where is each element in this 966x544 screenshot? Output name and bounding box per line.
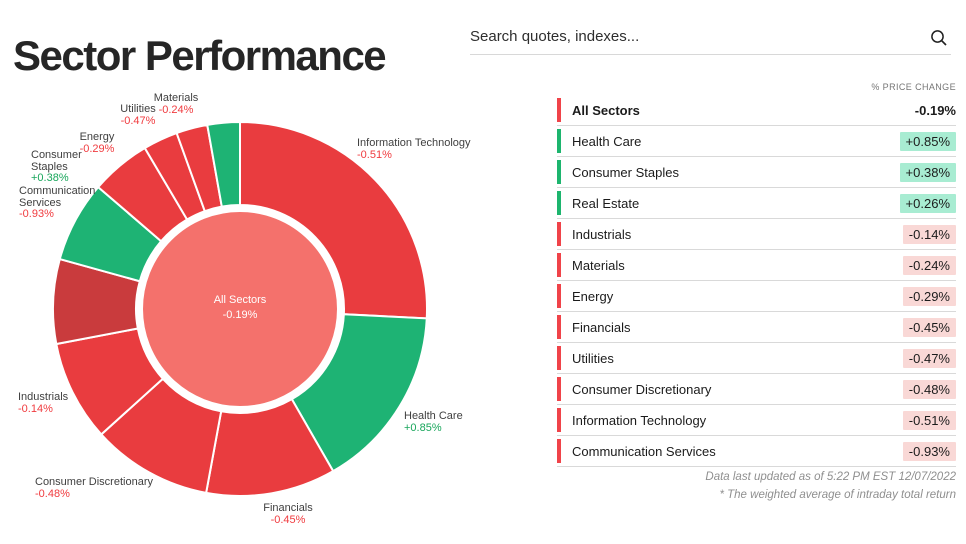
price-change-value: -0.29% [902, 286, 956, 306]
slice-real-estate[interactable] [206, 120, 241, 208]
chart-label-utilities: Utilities -0.47% [110, 103, 166, 127]
sector-name: Real Estate [572, 195, 640, 211]
chart-label-name: Utilities [120, 103, 156, 115]
chart-label-name: Information Technology [357, 137, 471, 149]
table-row-consumer-staples[interactable]: Consumer Staples +0.38% [557, 157, 956, 188]
chart-label-value: +0.38% [31, 172, 69, 184]
chart-label-consumer-staples: Consumer Staples +0.38% [31, 149, 111, 185]
chart-label-name: Communication [19, 185, 96, 197]
slice-information-technology[interactable] [239, 120, 428, 320]
chart-label-value: -0.24% [158, 103, 194, 116]
chart-label-health-care: Health Care +0.85% [404, 410, 514, 434]
chart-label-name: Consumer Discretionary [35, 476, 153, 488]
change-direction-bar [557, 439, 561, 463]
change-direction-bar [557, 284, 561, 308]
chart-label-name: Industrials [18, 391, 69, 403]
chart-label-information-technology: Information Technology -0.51% [357, 137, 497, 161]
search-bar [470, 26, 951, 56]
sector-name: Health Care [572, 133, 642, 149]
price-change-value: +0.85% [899, 131, 956, 151]
price-change-value: -0.51% [902, 410, 956, 430]
sector-name: Energy [572, 288, 614, 304]
chart-label-value: +0.85% [404, 421, 442, 434]
chart-label-materials: Materials -0.24% [146, 92, 206, 116]
chart-label-industrials: Industrials -0.14% [18, 391, 108, 415]
sector-name: Consumer Discretionary [572, 381, 712, 397]
sector-name: Utilities [572, 350, 614, 366]
sector-name: Materials [572, 257, 625, 273]
price-change-value: -0.24% [902, 255, 956, 275]
price-change-value: -0.47% [902, 348, 956, 368]
table-row-materials[interactable]: Materials -0.24% [557, 250, 956, 281]
chart-label-value: -0.51% [357, 148, 392, 161]
chart-label-name: Staples [31, 160, 68, 173]
change-direction-bar [557, 160, 561, 184]
sector-name: Consumer Staples [572, 164, 679, 180]
change-direction-bar [557, 408, 561, 432]
table-column-header: % PRICE CHANGE [871, 82, 956, 92]
price-change-value: +0.38% [899, 162, 956, 182]
price-change-value: +0.26% [899, 193, 956, 213]
sector-name: All Sectors [572, 102, 640, 118]
donut-hub[interactable] [141, 210, 339, 408]
table-row-consumer-discretionary[interactable]: Consumer Discretionary -0.48% [557, 374, 956, 405]
donut-svg [52, 120, 428, 497]
change-direction-bar [557, 253, 561, 277]
sector-donut-chart: All Sectors -0.19% Information Technolog… [0, 85, 530, 544]
page-title: Sector Performance [13, 32, 387, 80]
table-row-energy[interactable]: Energy -0.29% [557, 281, 956, 312]
chart-label-value: -0.29% [79, 142, 115, 155]
table-rows: All Sectors -0.19% Health Care +0.85% Consum… [557, 95, 956, 467]
chart-label-name: Consumer [31, 149, 82, 161]
change-direction-bar [557, 377, 561, 401]
footnotes: Data last updated as of 5:22 PM EST 12/0… [557, 469, 956, 504]
price-change-value: -0.45% [902, 317, 956, 337]
table-row-communication-services[interactable]: Communication Services -0.93% [557, 436, 956, 467]
chart-label-name: Services [19, 196, 62, 209]
chart-label-value: -0.93% [19, 208, 54, 220]
table-row-financials[interactable]: Financials -0.45% [557, 312, 956, 343]
change-direction-bar [557, 129, 561, 153]
chart-label-value: -0.47% [120, 114, 156, 127]
change-direction-bar [557, 315, 561, 339]
table-row-real-estate[interactable]: Real Estate +0.26% [557, 188, 956, 219]
table-row-industrials[interactable]: Industrials -0.14% [557, 219, 956, 250]
search-input[interactable] [470, 26, 951, 55]
chart-label-value: -0.45% [270, 513, 306, 526]
price-change-value: -0.93% [902, 441, 956, 461]
table-row-health-care[interactable]: Health Care +0.85% [557, 126, 956, 157]
sector-name: Communication Services [572, 443, 716, 459]
sector-name: Information Technology [572, 412, 707, 428]
chart-label-communication-services: Communication Services -0.93% [19, 185, 129, 221]
table-row-information-technology[interactable]: Information Technology -0.51% [557, 405, 956, 436]
chart-label-name: Materials [153, 92, 199, 104]
chart-label-name: Energy [79, 131, 115, 143]
chart-label-name: Health Care [404, 410, 463, 422]
change-direction-bar [557, 346, 561, 370]
table-row-all-sectors[interactable]: All Sectors -0.19% [557, 95, 956, 126]
price-change-value: -0.14% [902, 224, 956, 244]
search-icon[interactable] [930, 29, 948, 47]
chart-label-value: -0.14% [18, 402, 53, 415]
sector-name: Industrials [572, 226, 632, 242]
price-change-value: -0.48% [902, 379, 956, 399]
sector-table: % PRICE CHANGE All Sectors -0.19% Health C… [557, 82, 956, 467]
chart-label-value: -0.48% [35, 487, 70, 500]
table-row-utilities[interactable]: Utilities -0.47% [557, 343, 956, 374]
sector-name: Financials [572, 319, 631, 335]
chart-label-financials: Financials -0.45% [252, 502, 324, 526]
chart-label-name: Financials [263, 502, 313, 514]
price-change-value: -0.19% [914, 102, 956, 118]
change-direction-bar [557, 191, 561, 215]
last-updated-text: Data last updated as of 5:22 PM EST 12/0… [705, 471, 956, 483]
chart-label-energy: Energy -0.29% [70, 131, 124, 155]
chart-label-consumer-discretionary: Consumer Discretionary -0.48% [35, 476, 185, 500]
change-direction-bar [557, 98, 561, 122]
weighted-average-note: * The weighted average of intraday total… [719, 488, 956, 501]
change-direction-bar [557, 222, 561, 246]
